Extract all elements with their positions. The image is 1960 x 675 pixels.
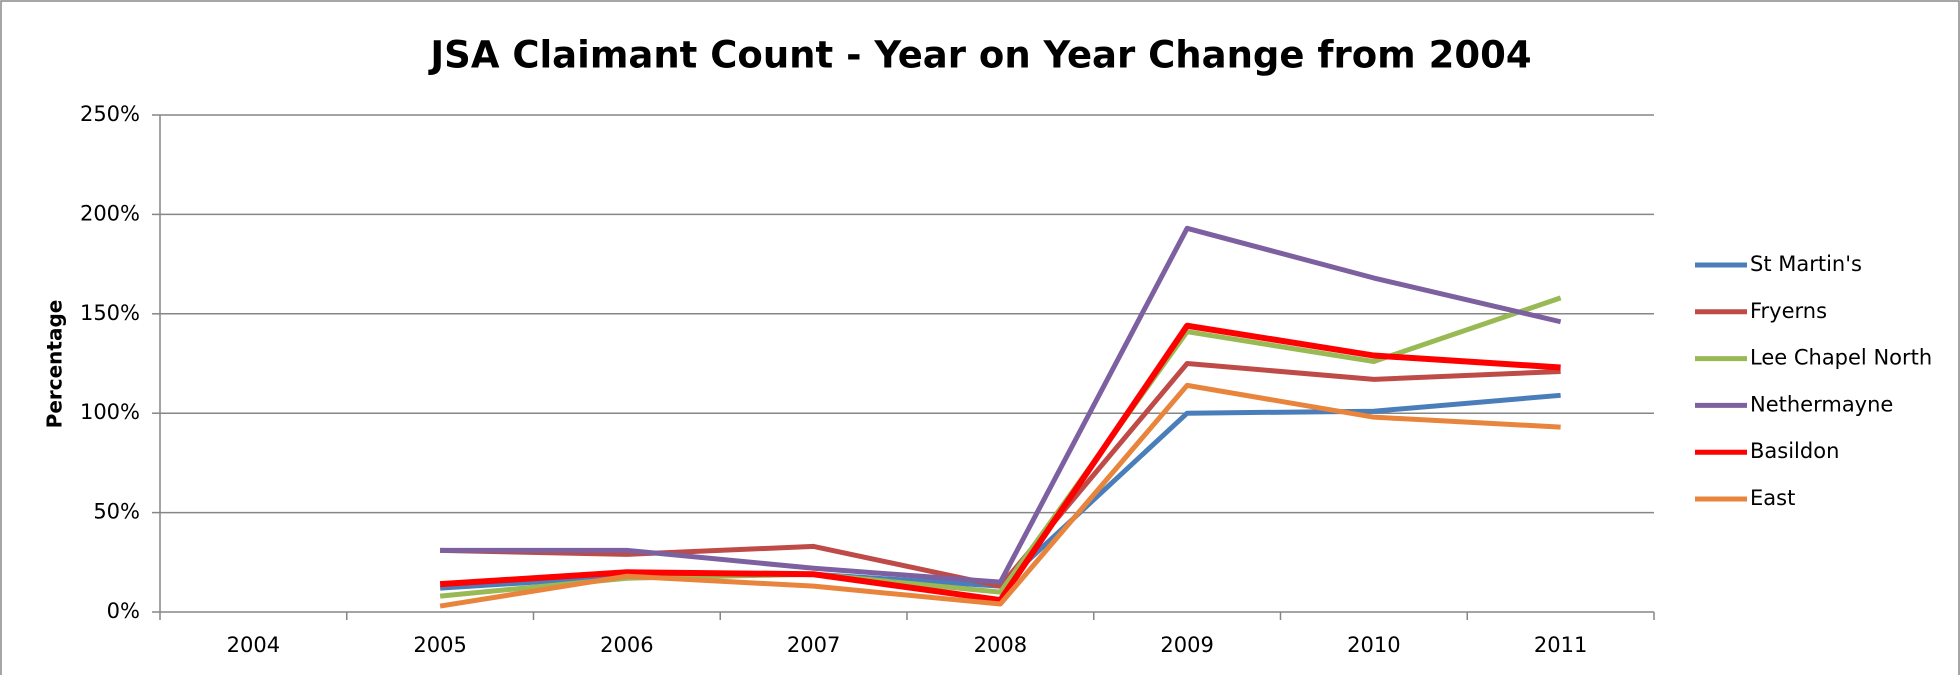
legend-label: Fryerns xyxy=(1750,299,1827,323)
y-tick-label: 150% xyxy=(80,301,140,325)
x-tick-label: 2008 xyxy=(974,633,1027,657)
x-tick-label: 2004 xyxy=(227,633,280,657)
legend-label: East xyxy=(1750,486,1795,510)
x-tick-label: 2005 xyxy=(413,633,466,657)
series-line xyxy=(440,361,1561,589)
x-tick-label: 2007 xyxy=(787,633,840,657)
y-tick-label: 50% xyxy=(93,500,140,524)
legend-label: Nethermayne xyxy=(1750,392,1893,416)
series-line xyxy=(439,322,1561,604)
series-line xyxy=(440,225,1562,585)
x-tick-label: 2010 xyxy=(1347,633,1400,657)
y-tick-label: 100% xyxy=(80,400,140,424)
legend-label: Basildon xyxy=(1750,439,1839,463)
x-tick-label: 2011 xyxy=(1534,633,1587,657)
series-line xyxy=(439,382,1561,609)
chart-title: JSA Claimant Count - Year on Year Change… xyxy=(427,34,1531,77)
y-tick-label: 250% xyxy=(80,102,140,126)
legend-label: St Martin's xyxy=(1750,252,1862,276)
y-tick-label: 200% xyxy=(80,201,140,225)
y-axis-label: Percentage xyxy=(43,300,67,429)
legend-label: Lee Chapel North xyxy=(1750,346,1932,370)
x-tick-label: 2006 xyxy=(600,633,653,657)
x-tick-label: 2009 xyxy=(1160,633,1213,657)
y-tick-label: 0% xyxy=(107,599,140,623)
